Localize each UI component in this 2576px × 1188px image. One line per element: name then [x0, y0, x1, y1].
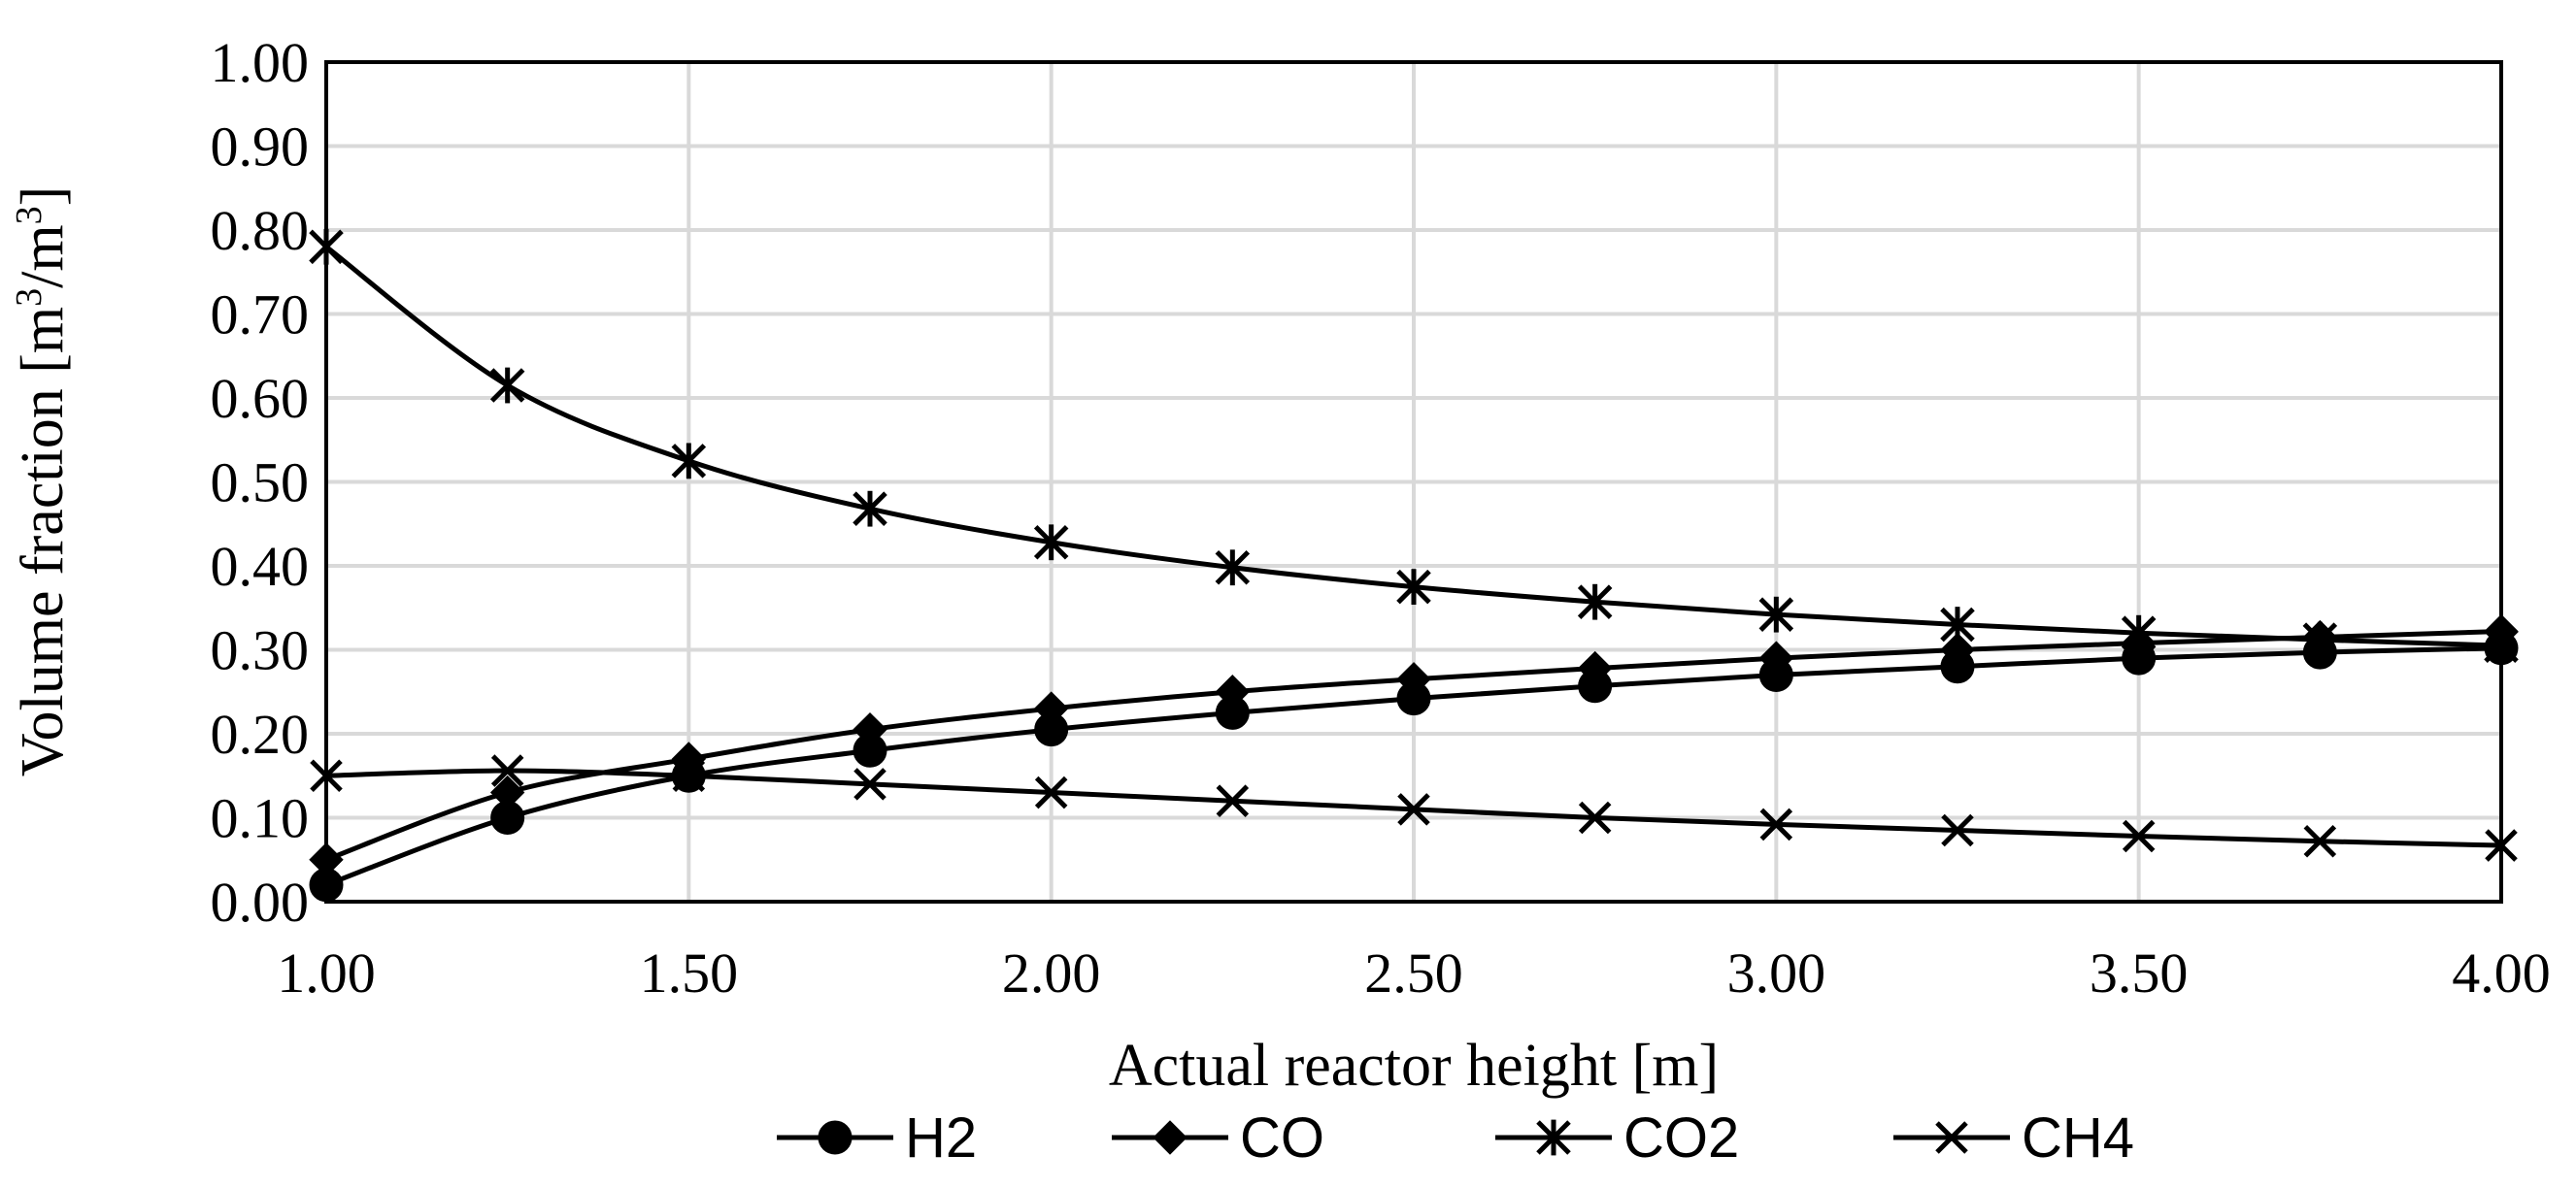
y-tick-label: 0.30	[211, 619, 310, 682]
data-point-co2	[2302, 621, 2338, 658]
data-point-ch4	[1216, 784, 1250, 817]
x-tick-label: 1.50	[640, 941, 739, 1005]
y-axis-title-mid: /m	[10, 224, 76, 287]
y-tick-label: 1.00	[211, 31, 310, 94]
legend-label-co2: CO2	[1623, 1106, 1739, 1170]
data-point-co	[489, 775, 525, 810]
data-point-co2	[1396, 569, 1431, 606]
data-point-ch4	[490, 754, 524, 787]
data-point-co	[1940, 632, 1975, 668]
y-tick-label: 0.80	[211, 199, 310, 262]
data-point-co2	[1033, 524, 1069, 561]
data-point-ch4	[1397, 793, 1430, 826]
y-tick-label: 0.20	[211, 703, 310, 766]
data-point-ch4	[1578, 801, 1612, 835]
x-axis-ticks: 1.00 1.50 2.00 2.50 3.00 3.50 4.00	[277, 941, 2551, 1005]
data-point-ch4	[2485, 829, 2518, 862]
data-point-co2	[1758, 596, 1794, 633]
legend-marker-co2	[1536, 1119, 1571, 1156]
data-point-ch4	[2122, 819, 2156, 853]
data-point-co2	[309, 228, 344, 265]
y-axis-title-main: Volume fraction [m	[10, 307, 76, 776]
y-axis-ticks: 0.00 0.10 0.20 0.30 0.40 0.50 0.60 0.70 0.80 0.90…	[211, 31, 310, 934]
x-tick-label: 2.00	[1002, 941, 1101, 1005]
data-point-co	[853, 711, 887, 747]
data-point-ch4	[1941, 813, 1974, 847]
data-point-co	[1577, 650, 1613, 686]
data-point-co	[1396, 662, 1431, 697]
y-tick-label: 0.90	[211, 116, 310, 179]
data-point-co2	[2121, 614, 2157, 651]
y-tick-label: 0.10	[211, 787, 310, 850]
data-point-co2	[1577, 583, 1613, 620]
data-point-co2	[671, 443, 707, 479]
data-point-co2	[489, 367, 525, 404]
y-axis-title-end: ]	[10, 186, 76, 207]
y-tick-label: 0.40	[211, 535, 310, 598]
data-point-ch4	[2303, 824, 2337, 858]
y-tick-label: 0.50	[211, 451, 310, 514]
x-axis-title: Actual reactor height [m]	[1109, 1033, 1719, 1099]
data-point-co2	[1215, 549, 1251, 586]
y-tick-label: 0.00	[211, 871, 310, 934]
x-tick-label: 4.00	[2452, 941, 2551, 1005]
x-tick-label: 1.00	[277, 941, 376, 1005]
series-markers	[309, 228, 2519, 903]
data-point-ch4	[853, 768, 887, 801]
legend-marker-h2	[818, 1120, 853, 1155]
data-point-co2	[853, 490, 887, 527]
data-point-co	[1215, 675, 1251, 710]
legend-marker-co	[1153, 1120, 1188, 1155]
data-point-co2	[2484, 627, 2519, 664]
data-point-co	[309, 842, 344, 877]
x-tick-label: 3.00	[1727, 941, 1826, 1005]
legend-label-co: CO	[1240, 1106, 1324, 1170]
legend-marker-ch4	[1935, 1121, 1968, 1154]
x-tick-label: 3.50	[2090, 941, 2189, 1005]
legend-label-ch4: CH4	[2022, 1106, 2134, 1170]
legend-label-h2: H2	[905, 1106, 977, 1170]
data-point-ch4	[672, 759, 706, 793]
y-tick-label: 0.60	[211, 367, 310, 430]
x-tick-label: 2.50	[1364, 941, 1463, 1005]
y-axis-title-sup-2: 3	[9, 206, 50, 224]
data-point-ch4	[1759, 808, 1793, 842]
legend: H2 CO CO2 CH4	[777, 1106, 2134, 1170]
data-point-ch4	[310, 759, 343, 793]
data-point-ch4	[1034, 776, 1068, 809]
y-axis-title-sup-1: 3	[9, 288, 50, 307]
plot-frame	[324, 60, 2503, 904]
y-axis-title: Volume fraction [m3/m3]	[9, 186, 76, 777]
data-point-co	[1758, 641, 1794, 676]
y-tick-label: 0.70	[211, 283, 310, 346]
data-point-co2	[1940, 607, 1975, 643]
data-point-co	[1033, 691, 1069, 726]
